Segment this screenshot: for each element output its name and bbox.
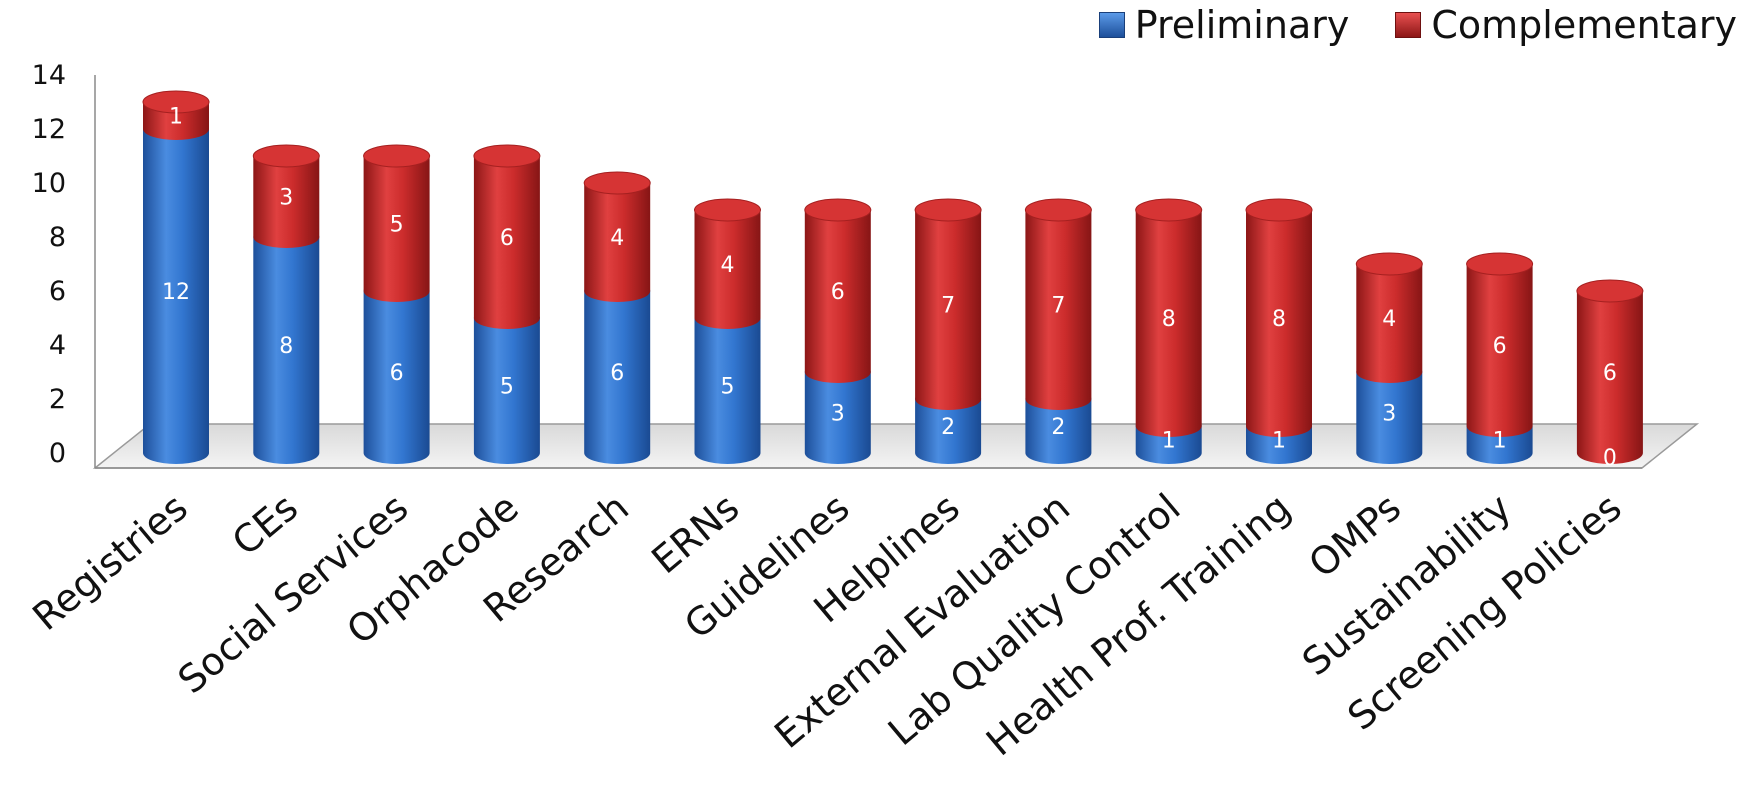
bar-top-cap [914,198,982,222]
legend-item-complementary: Complementary [1395,6,1737,44]
data-label-preliminary: 5 [500,375,514,400]
data-label-preliminary: 8 [279,334,293,359]
bar-complementary [253,145,320,248]
y-tick-label: 6 [49,276,66,307]
data-label-preliminary: 3 [831,402,845,427]
y-tick-label: 10 [32,168,66,199]
bar-top-cap [1024,198,1092,222]
bar-top-cap [1245,198,1313,222]
bar-top-cap [363,144,431,168]
bar-preliminary [253,226,320,464]
y-tick-label: 8 [49,222,66,253]
data-label-preliminary: 2 [1051,415,1065,440]
data-label-complementary: 5 [390,213,404,238]
data-label-preliminary: 6 [610,361,624,386]
data-label-complementary: 4 [610,226,624,251]
bar-top-cap [694,198,761,222]
bar-preliminary [584,280,651,465]
bar-complementary [1356,253,1423,384]
bar-stack: 64 [583,171,651,465]
bar-stack: 34 [1355,252,1423,465]
bar-top-cap [142,90,210,114]
data-label-complementary: 7 [1051,294,1065,319]
chart-floor [92,423,1700,469]
bar-top-cap [1135,198,1203,222]
bar-stack: 65 [363,144,431,465]
x-category-label: CEs [224,485,306,564]
data-label-preliminary: 1 [1162,429,1176,454]
data-label-complementary: 8 [1272,307,1286,332]
bar-preliminary [694,307,761,465]
bar-stack: 18 [1245,198,1313,464]
data-label-preliminary: 6 [390,361,404,386]
bar-stack: 36 [804,198,872,465]
legend-item-preliminary: Preliminary [1098,3,1350,47]
bar-complementary [363,145,430,302]
data-label-preliminary: 2 [941,415,955,440]
bar-complementary [1135,199,1202,437]
bar-complementary [584,172,651,302]
chart-legend: Preliminary Complementary [1098,3,1737,47]
bar-complementary [1576,280,1643,465]
bar-complementary [1025,199,1092,410]
bar-complementary [473,144,540,329]
bar-top-cap [1355,252,1423,276]
data-label-complementary: 1 [169,105,183,130]
bar-stack: 83 [252,144,320,464]
legend-label-complementary: Complementary [1431,3,1737,47]
data-label-complementary: 6 [1603,361,1617,386]
y-tick-label: 4 [49,330,66,361]
bar-top-cap [1576,279,1644,303]
bar-preliminary [143,118,209,464]
bar-top-cap [473,144,541,168]
bar-top-cap [252,144,320,168]
legend-label-preliminary: Preliminary [1134,3,1350,47]
y-tick-label: 14 [32,60,66,91]
data-label-complementary: 3 [279,186,293,211]
data-label-complementary: 6 [831,280,845,305]
data-label-preliminary: 5 [721,375,735,400]
bar-complementary [804,199,871,384]
data-label-preliminary: 1 [1272,429,1286,454]
y-tick-label: 0 [49,438,66,469]
bar-stack: 54 [694,198,761,465]
legend-swatch-preliminary [1098,12,1125,38]
bar-stack: 06 [1576,279,1644,471]
bar-stack: 12 1 [142,90,210,464]
data-label-preliminary: 0 [1603,446,1617,471]
bar-top-cap [1466,252,1534,276]
bar-preliminary [363,280,430,465]
bar-stack: 18 [1135,198,1203,465]
bar-top-cap [804,198,872,222]
y-tick-label: 12 [32,114,66,145]
x-category-label: Registries [24,485,195,639]
bar-complementary [1466,253,1533,437]
data-label-complementary: 6 [500,226,514,251]
bar-complementary [694,199,761,329]
bar-complementary [915,199,982,410]
data-label-preliminary: 1 [1493,429,1507,454]
bar-complementary [1246,199,1312,437]
data-label-complementary: 7 [941,294,955,319]
data-label-preliminary: 12 [162,280,190,305]
y-tick-label: 2 [49,384,66,415]
data-label-complementary: 4 [1382,307,1396,332]
legend-swatch-complementary [1395,12,1422,38]
bar-top-cap [583,171,651,195]
data-label-complementary: 6 [1493,334,1507,359]
bar-stack: 16 [1466,252,1534,465]
data-label-complementary: 8 [1162,307,1176,332]
bar-preliminary [1356,361,1423,465]
bar-preliminary [473,306,540,464]
bar-stack: 56 [473,144,541,464]
bar-stack: 27 [914,198,982,465]
data-label-complementary: 4 [721,253,735,278]
data-label-preliminary: 3 [1382,402,1396,427]
bar-stack: 27 [1024,198,1092,464]
bar-preliminary [804,361,871,465]
